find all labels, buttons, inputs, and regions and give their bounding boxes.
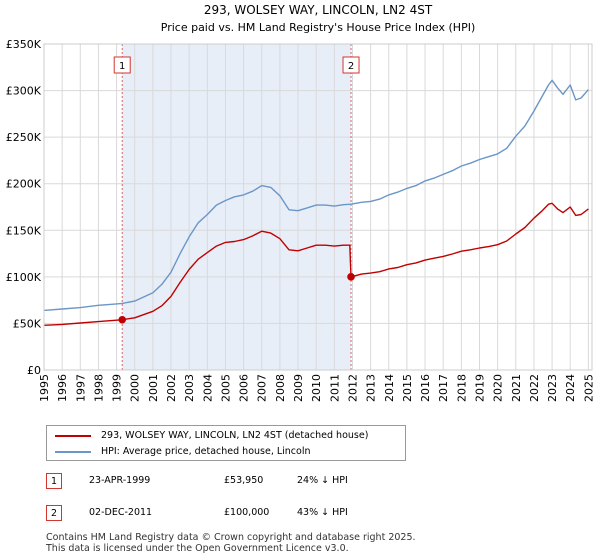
transaction-hpi-diff: 43% ↓ HPI bbox=[297, 507, 348, 518]
price-chart: 1 2 £0 £50K £100K £150K £200K £250K £300K £350K 1… bbox=[6, 3, 596, 402]
x-tick-label: 2010 bbox=[310, 374, 323, 402]
x-tick-label: 2007 bbox=[256, 374, 269, 402]
footer-copyright: Contains HM Land Registry data © Crown c… bbox=[46, 532, 416, 543]
hpi-series-line bbox=[43, 79, 589, 312]
transaction-number-badge: 1 bbox=[46, 473, 62, 489]
x-tick-label: 2020 bbox=[492, 374, 505, 402]
x-tick-label: 2024 bbox=[564, 374, 577, 402]
y-tick-label: £250K bbox=[6, 131, 42, 144]
x-tick-label: 2023 bbox=[546, 374, 559, 402]
x-tick-label: 1998 bbox=[92, 374, 105, 402]
chart-subtitle: Price paid vs. HM Land Registry's House … bbox=[161, 21, 476, 34]
transaction-date: 23-APR-1999 bbox=[89, 475, 151, 486]
x-tick-label: 2000 bbox=[129, 374, 142, 402]
legend-label-property: 293, WOLSEY WAY, LINCOLN, LN2 4ST (detac… bbox=[101, 430, 369, 441]
legend: 293, WOLSEY WAY, LINCOLN, LN2 4ST (detac… bbox=[46, 425, 406, 461]
x-tick-label: 2013 bbox=[365, 374, 378, 402]
transaction-row: 2 02-DEC-2011 £100,000 43% ↓ HPI bbox=[46, 505, 586, 523]
sale-number-box bbox=[113, 56, 131, 74]
y-tick-label: £200K bbox=[6, 178, 42, 191]
x-tick-label: 2018 bbox=[455, 374, 468, 402]
footer: Contains HM Land Registry data © Crown c… bbox=[46, 532, 416, 554]
y-tick-label: £150K bbox=[6, 224, 42, 237]
legend-item-property: 293, WOLSEY WAY, LINCOLN, LN2 4ST (detac… bbox=[55, 428, 368, 444]
x-tick-label: 2017 bbox=[437, 374, 450, 402]
sale-point bbox=[347, 273, 355, 281]
sale-point bbox=[118, 315, 127, 324]
x-tick-label: 2025 bbox=[582, 374, 595, 402]
y-tick-label: £350K bbox=[6, 38, 42, 51]
x-tick-label: 2015 bbox=[401, 374, 414, 402]
x-tick-label: 1996 bbox=[56, 374, 69, 402]
transaction-number-badge: 2 bbox=[46, 505, 62, 521]
sale-number-label: 1 bbox=[119, 61, 125, 72]
transaction-row: 1 23-APR-1999 £53,950 24% ↓ HPI bbox=[46, 473, 586, 491]
x-tick-label: 2021 bbox=[510, 374, 523, 402]
x-tick-label: 2002 bbox=[165, 374, 178, 402]
x-tick-label: 2005 bbox=[219, 374, 232, 402]
x-tick-label: 2004 bbox=[201, 374, 214, 402]
legend-swatch-property bbox=[55, 434, 91, 437]
y-tick-label: £300K bbox=[6, 85, 42, 98]
x-tick-label: 2008 bbox=[274, 374, 287, 402]
footer-licence: This data is licensed under the Open Gov… bbox=[46, 543, 349, 554]
transaction-price: £53,950 bbox=[224, 475, 264, 486]
property-series-line bbox=[43, 202, 589, 326]
legend-label-hpi: HPI: Average price, detached house, Linc… bbox=[101, 446, 311, 457]
plot-frame bbox=[43, 43, 593, 371]
x-tick-label: 2006 bbox=[238, 374, 251, 402]
x-tick-label: 1995 bbox=[38, 374, 51, 402]
y-tick-label: £50K bbox=[13, 317, 42, 330]
sale-number-box bbox=[342, 56, 360, 74]
transaction-date: 02-DEC-2011 bbox=[89, 507, 153, 518]
x-tick-label: 2014 bbox=[383, 374, 396, 402]
transaction-hpi-diff: 24% ↓ HPI bbox=[297, 475, 348, 486]
x-tick-label: 2012 bbox=[346, 374, 359, 402]
x-tick-label: 2011 bbox=[328, 374, 341, 402]
chart-title: 293, WOLSEY WAY, LINCOLN, LN2 4ST bbox=[204, 3, 433, 17]
sale-number-label: 2 bbox=[348, 61, 354, 72]
legend-swatch-hpi bbox=[55, 450, 91, 453]
ownership-shaded-band bbox=[122, 44, 352, 370]
x-tick-label: 1997 bbox=[74, 374, 87, 402]
x-tick-label: 2022 bbox=[528, 374, 541, 402]
transaction-price: £100,000 bbox=[224, 507, 270, 518]
x-tick-label: 1999 bbox=[111, 374, 124, 402]
x-tick-label: 2003 bbox=[183, 374, 196, 402]
y-tick-label: £0 bbox=[27, 364, 41, 377]
legend-item-hpi: HPI: Average price, detached house, Linc… bbox=[55, 444, 311, 460]
y-tick-label: £100K bbox=[6, 271, 42, 284]
x-tick-label: 2019 bbox=[473, 374, 486, 402]
x-tick-label: 2016 bbox=[419, 374, 432, 402]
x-tick-label: 2009 bbox=[292, 374, 305, 402]
x-tick-label: 2001 bbox=[147, 374, 160, 402]
